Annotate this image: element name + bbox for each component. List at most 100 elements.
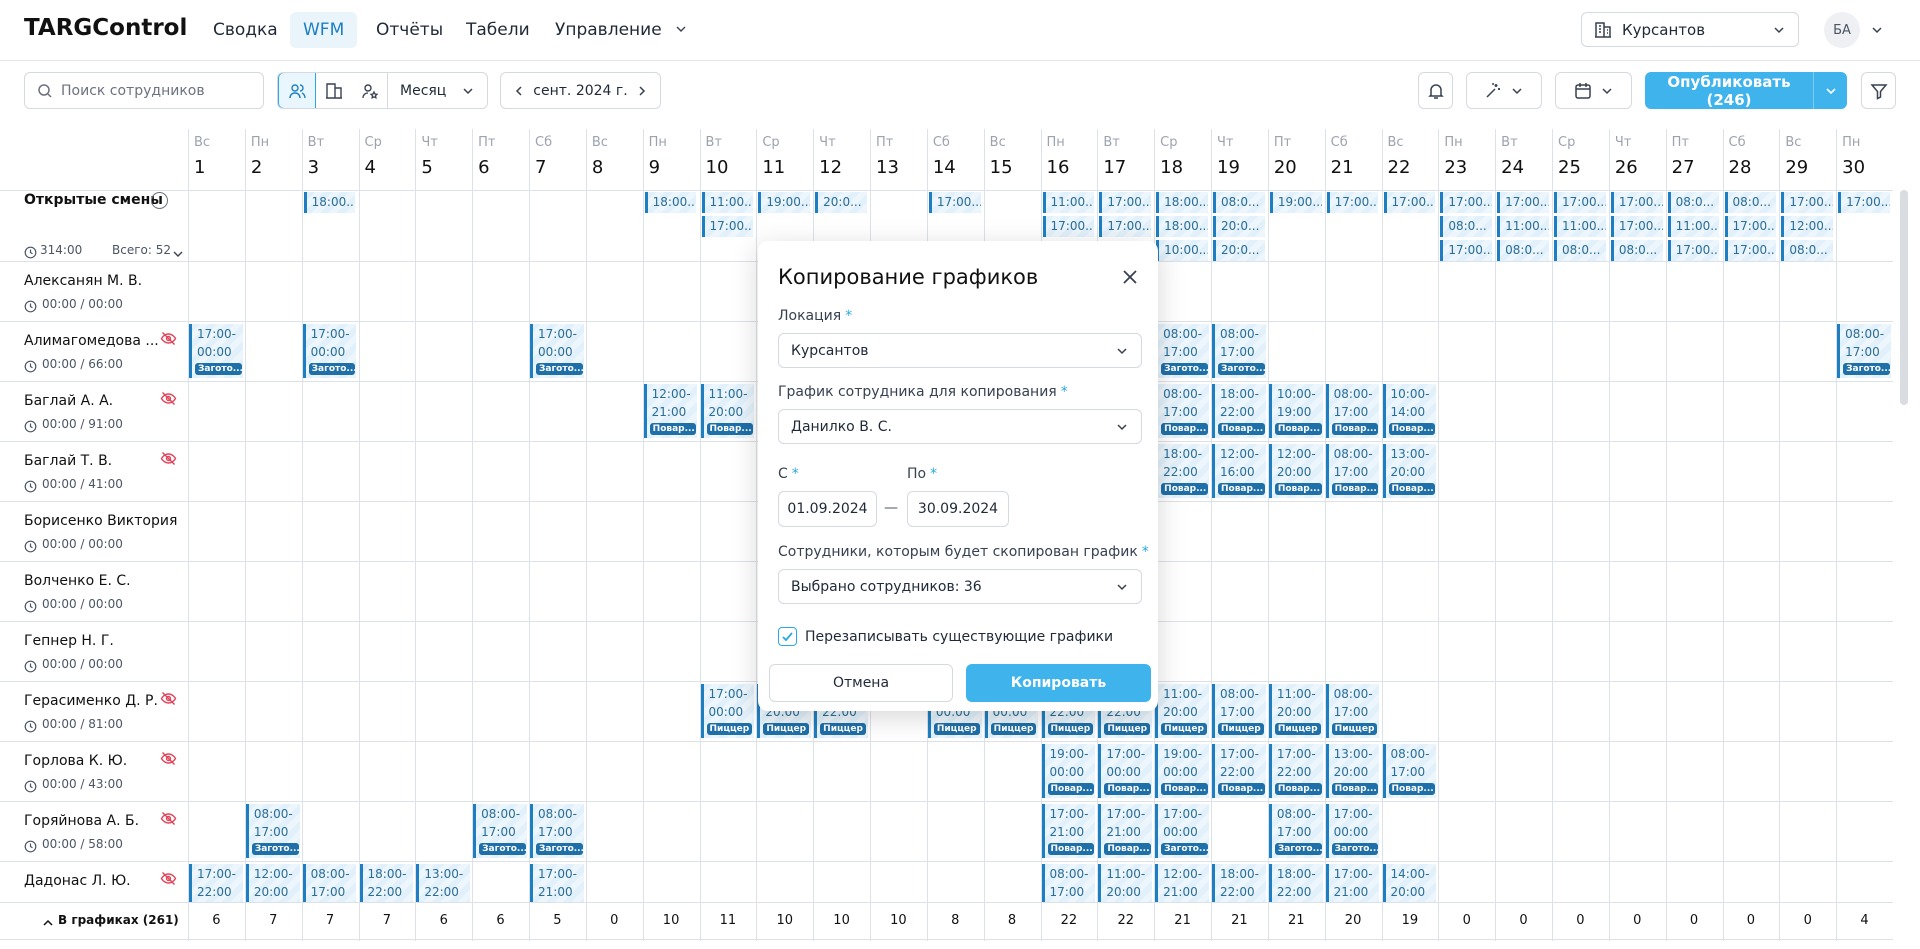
shift-card[interactable]: 11:00- 20:00 Повар... (700, 384, 755, 438)
notifications-button[interactable] (1418, 72, 1453, 109)
shift-card[interactable]: 08:00- 17:00 Загото... (473, 804, 527, 858)
source-field[interactable]: Данилко В. С. (778, 409, 1142, 444)
view-employees[interactable] (278, 73, 316, 108)
shift-card[interactable]: 08:00- 17:00 Загото... (245, 804, 300, 858)
open-shift-chip[interactable]: 17:00... (1099, 216, 1152, 237)
from-field[interactable]: 01.09.2024 (778, 491, 877, 527)
open-shift-chip[interactable]: 17:00... (928, 192, 981, 213)
open-shift-chip[interactable]: 11:00... (1042, 192, 1095, 213)
open-shift-chip[interactable]: 20:0... (1213, 216, 1265, 237)
prev-month[interactable] (513, 85, 525, 97)
open-shift-chip[interactable]: 17:00... (701, 216, 754, 237)
open-shift-chip[interactable]: 17:00... (1099, 192, 1152, 213)
shift-card[interactable]: 11:00- 20:00 Пиццер (1268, 684, 1323, 738)
to-field[interactable]: 30.09.2024 (907, 491, 1009, 527)
open-shift-chip[interactable]: 17:00... (1667, 240, 1720, 261)
open-shift-chip[interactable]: 08:0... (1440, 216, 1493, 237)
calendar-button[interactable] (1555, 72, 1632, 109)
search-box[interactable]: Поиск сотрудников (24, 72, 264, 109)
shift-card[interactable]: 08:00- 17:00 Повар... (1325, 444, 1380, 498)
shift-card[interactable]: 08:00- 17:00 Повар... (1155, 384, 1209, 438)
open-shift-chip[interactable]: 08:0... (1497, 240, 1549, 261)
open-shift-chip[interactable]: 17:00... (1383, 192, 1436, 213)
open-shift-chip[interactable]: 12:00... (1781, 216, 1834, 237)
shift-card[interactable]: 08:00- 17:00 Загото... (1268, 804, 1323, 858)
shift-card[interactable]: 08:00- 17:00 Пиццер (1212, 684, 1266, 738)
shift-card[interactable]: 17:00- 00:00 Загото... (1155, 804, 1209, 858)
shift-card[interactable]: 18:00- 22:00 Повар... (1155, 444, 1209, 498)
open-shift-chip[interactable]: 08:0... (1213, 192, 1265, 213)
open-shift-chip[interactable]: 17:00... (1724, 240, 1777, 261)
footer-label[interactable]: В графиках (261) (58, 913, 179, 927)
shift-card[interactable]: 19:00- 00:00 Повар... (1041, 744, 1096, 798)
open-shift-chip[interactable]: 18:00... (1156, 192, 1208, 213)
avatar[interactable]: БА (1824, 12, 1860, 48)
shift-card[interactable]: 18:00- 22:00 Повар... (1212, 384, 1266, 438)
shift-card[interactable]: 18:00- 22:00 (1268, 864, 1323, 918)
location-field[interactable]: Курсантов (778, 333, 1142, 368)
open-shift-chip[interactable]: 11:00... (1497, 216, 1549, 237)
shift-card[interactable]: 17:00- 00:00 Загото... (1325, 804, 1380, 858)
shift-card[interactable]: 12:00- 20:00 Повар... (1268, 444, 1323, 498)
shift-card[interactable]: 08:00- 17:00 Загото... (1837, 324, 1891, 378)
filter-button[interactable] (1861, 72, 1896, 109)
open-shift-chip[interactable]: 17:00... (1440, 192, 1493, 213)
nav-item[interactable]: Отчёты (376, 20, 444, 40)
shift-card[interactable]: 08:00- 17:00 Загото... (530, 804, 584, 858)
shift-card[interactable]: 17:00- 00:00 Пиццер (700, 684, 755, 738)
shift-card[interactable]: 19:00- 00:00 Повар... (1155, 744, 1209, 798)
nav-item[interactable]: WFM (290, 12, 358, 48)
view-roles[interactable] (352, 73, 388, 108)
shift-card[interactable]: 08:00- 17:00 Пиццер (1325, 684, 1380, 738)
shift-card[interactable]: 17:00- 21:00 Повар... (1041, 804, 1096, 858)
open-shift-chip[interactable]: 11:00... (1667, 216, 1720, 237)
shift-card[interactable]: 20:00 Пиццер (757, 684, 812, 738)
shift-card[interactable]: 12:00- 16:00 Повар... (1212, 444, 1266, 498)
shift-card[interactable]: 13:00- 20:00 Повар... (1325, 744, 1380, 798)
open-shift-chip[interactable]: 18:00... (1156, 216, 1208, 237)
publish-button[interactable]: Опубликовать (246) (1645, 72, 1847, 109)
overwrite-checkbox[interactable] (778, 627, 797, 646)
open-shift-chip[interactable]: 11:00... (701, 192, 754, 213)
nav-item[interactable]: Управление (555, 12, 687, 48)
open-shift-chip[interactable]: 08:0... (1781, 240, 1834, 261)
copy-button[interactable]: Копировать (966, 664, 1151, 702)
open-shift-chip[interactable]: 17:00... (1838, 192, 1890, 213)
open-shift-chip[interactable]: 08:0... (1554, 240, 1606, 261)
shift-card[interactable]: 08:00- 17:00 (1041, 864, 1096, 918)
shift-card[interactable]: 08:00- 17:00 Загото... (1212, 324, 1266, 378)
open-shift-chip[interactable]: 11:00... (1554, 216, 1606, 237)
shift-card[interactable]: 08:00- 17:00 Повар... (1382, 744, 1437, 798)
shift-card[interactable]: 10:00- 19:00 Повар... (1268, 384, 1323, 438)
location-select[interactable]: Курсантов (1581, 12, 1799, 47)
shift-card[interactable]: 11:00- 20:00 Пиццер (1155, 684, 1209, 738)
open-shift-chip[interactable]: 17:00... (1554, 192, 1606, 213)
open-shift-chip[interactable]: 20:0... (815, 192, 867, 213)
chevron[interactable] (1870, 23, 1884, 37)
cancel-button[interactable]: Отмена (769, 664, 953, 702)
open-shift-chip[interactable]: 10:00... (1156, 240, 1208, 261)
shift-card[interactable]: 17:00- 21:00 Повар... (1098, 804, 1153, 858)
shift-card[interactable]: 17:00- 00:00 Повар... (1098, 744, 1153, 798)
period-select[interactable]: Месяц (388, 83, 487, 99)
publish-menu[interactable] (1813, 72, 1847, 109)
open-shift-chip[interactable]: 17:00... (1497, 192, 1549, 213)
shift-card[interactable]: 17:00- 00:00 Загото... (530, 324, 584, 378)
shift-card[interactable]: 17:00- 22:00 Повар... (1268, 744, 1323, 798)
open-shift-chip[interactable]: 17:00... (1042, 216, 1095, 237)
open-shift-chip[interactable]: 17:00... (1440, 240, 1493, 261)
open-shift-chip[interactable]: 17:00... (1610, 216, 1663, 237)
shift-card[interactable]: 17:00- 00:00 Загото... (302, 324, 357, 378)
nav-item[interactable]: Сводка (213, 20, 278, 40)
open-shift-chip[interactable]: 18:00... (303, 192, 356, 213)
open-shift-chip[interactable]: 08:0... (1610, 240, 1663, 261)
open-shift-chip[interactable]: 19:00... (758, 192, 811, 213)
open-shift-chip[interactable]: 08:0... (1724, 192, 1777, 213)
view-locations[interactable] (316, 73, 352, 108)
open-shift-chip[interactable]: 08:0... (1667, 192, 1720, 213)
open-shift-chip[interactable]: 17:00... (1610, 192, 1663, 213)
open-shift-chip[interactable]: 17:00... (1326, 192, 1379, 213)
shift-card[interactable]: 17:00- 00:00 Загото... (189, 324, 243, 378)
shift-card[interactable]: 12:00- 21:00 Повар... (643, 384, 698, 438)
open-shift-chip[interactable]: 20:0... (1213, 240, 1265, 261)
